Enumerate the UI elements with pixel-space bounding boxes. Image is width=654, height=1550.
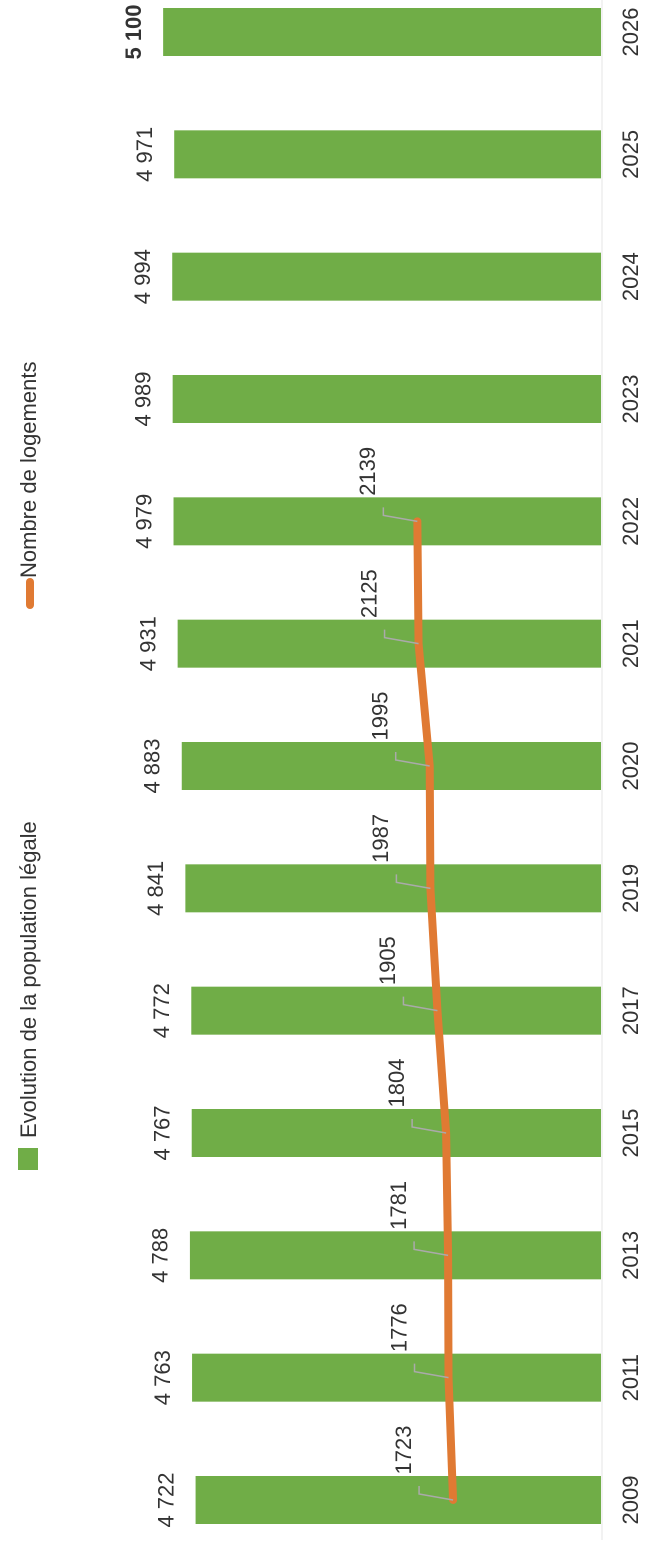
- data-label: 2125: [356, 569, 381, 618]
- bar: [163, 8, 601, 56]
- bar: [181, 742, 601, 790]
- leader-line: [418, 1486, 454, 1501]
- data-label: 4 931: [135, 616, 160, 671]
- data-label: 4 788: [148, 1228, 173, 1283]
- data-label: 4 722: [153, 1472, 178, 1527]
- leader-line: [382, 507, 418, 523]
- legend-label: Evolution de la population légale: [16, 821, 41, 1138]
- data-label: 1804: [384, 1059, 409, 1108]
- x-tick-label: 2026: [618, 8, 643, 57]
- data-label: 1987: [368, 814, 393, 863]
- bar: [185, 864, 601, 913]
- x-tick-label: 2022: [618, 497, 643, 546]
- data-label: 4 763: [150, 1350, 175, 1405]
- x-tick-label: 2021: [618, 619, 643, 668]
- data-label: 1995: [368, 692, 393, 741]
- data-label: 4 971: [132, 127, 157, 182]
- leader-line: [413, 1363, 449, 1379]
- bar: [172, 375, 602, 423]
- bar: [174, 130, 601, 179]
- bar: [189, 1231, 601, 1280]
- leader-line: [402, 996, 438, 1012]
- data-label: 4 989: [130, 371, 155, 426]
- x-tick-label: 2017: [618, 986, 643, 1035]
- data-label: 4 841: [143, 861, 168, 916]
- leader-line: [394, 752, 430, 767]
- bar: [173, 497, 602, 546]
- x-tick-label: 2015: [618, 1109, 643, 1158]
- data-label: 4 772: [149, 983, 174, 1038]
- leader-line: [413, 1241, 449, 1257]
- data-label: 4 994: [130, 249, 155, 304]
- data-label: 4 979: [131, 494, 156, 549]
- bar: [191, 986, 601, 1035]
- bar: [177, 619, 601, 668]
- data-label: 1723: [391, 1426, 416, 1475]
- x-tick-label: 2025: [618, 130, 643, 179]
- legend-swatch-bar: [18, 1148, 38, 1170]
- line: [413, 517, 458, 1504]
- x-tick-label: 2011: [618, 1354, 643, 1401]
- leader-line: [383, 629, 419, 645]
- data-label: 1905: [375, 936, 400, 985]
- legend-label: Nombre de logements: [16, 362, 41, 578]
- x-tick-label: 2009: [618, 1476, 643, 1525]
- x-tick-label: 2013: [618, 1231, 643, 1280]
- data-label: 4 883: [140, 738, 165, 793]
- x-tick-label: 2024: [618, 252, 643, 301]
- data-label: 2139: [355, 447, 380, 496]
- x-tick-label: 2023: [618, 375, 643, 424]
- bar: [191, 1109, 601, 1157]
- bar: [172, 252, 601, 301]
- bar: [195, 1476, 601, 1524]
- data-label: 5 100: [121, 4, 146, 59]
- x-tick-label: 2019: [618, 864, 643, 913]
- bar: [192, 1353, 601, 1402]
- x-tick-label: 2020: [618, 742, 643, 791]
- data-label: 1776: [386, 1303, 411, 1352]
- data-label: 1781: [386, 1181, 411, 1230]
- data-label: 4 767: [150, 1105, 175, 1160]
- leader-line: [411, 1119, 447, 1134]
- leader-line: [395, 874, 431, 890]
- legend: Evolution de la population légale Nombre…: [16, 362, 41, 1170]
